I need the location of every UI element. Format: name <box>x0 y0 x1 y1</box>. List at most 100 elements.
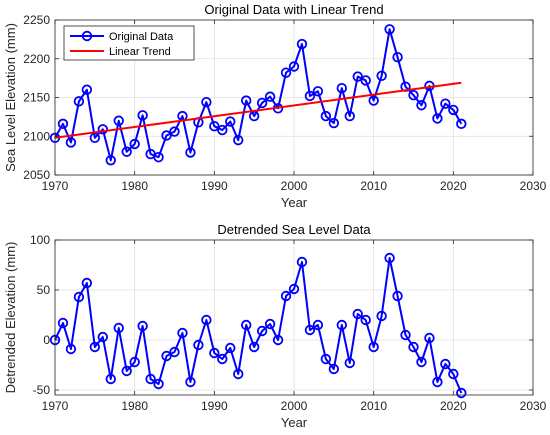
data-point <box>225 116 236 127</box>
legend-label: Original Data <box>109 31 174 43</box>
series-line-1 <box>54 81 462 139</box>
data-point <box>328 363 340 375</box>
x-tick-label: 2020 <box>440 399 467 413</box>
data-point <box>272 334 284 346</box>
series-line-0 <box>54 257 463 394</box>
data-point <box>456 387 467 399</box>
y-axis-label: Detrended Elevation (mm) <box>3 242 18 394</box>
data-point <box>368 341 379 353</box>
data-point <box>288 283 300 295</box>
data-point <box>296 256 308 268</box>
chart-title: Detrended Sea Level Data <box>217 222 371 237</box>
data-point <box>456 118 467 130</box>
data-point <box>376 70 387 82</box>
data-point <box>201 314 212 326</box>
data-point <box>416 100 427 111</box>
data-point <box>408 341 419 353</box>
data-point <box>256 325 268 337</box>
data-point <box>280 67 292 78</box>
x-tick-label: 1980 <box>121 399 148 413</box>
data-point <box>57 317 69 329</box>
legend-label: Linear Trend <box>109 46 171 58</box>
data-point <box>185 147 196 158</box>
data-point <box>384 24 395 35</box>
data-point <box>320 353 332 365</box>
data-point <box>161 130 172 141</box>
data-point <box>440 98 451 109</box>
data-point <box>97 331 109 343</box>
y-tick-label: 50 <box>37 283 51 297</box>
data-point <box>65 137 77 148</box>
y-tick-label: 100 <box>30 233 50 247</box>
x-tick-label: 2020 <box>440 179 467 193</box>
data-point <box>352 71 363 82</box>
data-point <box>360 314 371 326</box>
legend-swatch-marker <box>81 30 93 42</box>
data-point <box>360 75 371 86</box>
data-point <box>432 113 443 124</box>
data-point <box>384 252 395 264</box>
x-tick-label: 2030 <box>520 399 547 413</box>
data-point <box>368 95 379 106</box>
data-point <box>416 356 427 368</box>
y-axis-label: Sea Level Elevation (mm) <box>3 23 18 172</box>
data-point <box>264 318 276 330</box>
data-point <box>121 146 132 157</box>
data-point <box>392 52 403 63</box>
x-tick-label: 2000 <box>281 399 308 413</box>
y-tick-label: 2150 <box>23 91 50 105</box>
data-point <box>129 138 140 150</box>
data-point <box>240 95 252 106</box>
x-tick-label: 1990 <box>201 179 228 193</box>
data-point <box>97 124 109 135</box>
y-tick-label: 2050 <box>23 168 50 182</box>
data-point <box>153 151 164 163</box>
data-point <box>288 61 300 72</box>
data-point <box>113 115 124 126</box>
data-point <box>408 89 419 101</box>
data-point <box>161 350 172 362</box>
data-point <box>240 319 252 331</box>
data-point <box>169 346 180 358</box>
data-point <box>177 327 188 339</box>
data-point <box>113 322 124 334</box>
data-point <box>304 324 316 336</box>
data-point <box>73 96 85 107</box>
data-point <box>320 110 332 122</box>
data-point <box>392 290 403 302</box>
data-point <box>217 353 228 365</box>
data-point <box>376 310 387 322</box>
data-point <box>424 332 435 344</box>
data-point <box>336 319 348 331</box>
data-point <box>201 96 212 108</box>
x-axis-label: Year <box>281 415 308 430</box>
data-point <box>448 368 459 380</box>
x-tick-label: 2030 <box>520 179 547 193</box>
data-point <box>217 124 228 136</box>
data-point <box>304 90 316 102</box>
data-point <box>352 308 363 320</box>
y-tick-label: 2100 <box>23 129 50 143</box>
data-point <box>336 82 348 94</box>
data-point <box>169 126 180 137</box>
y-tick-label: 2200 <box>23 52 50 66</box>
data-point <box>129 356 140 368</box>
x-axis-label: Year <box>281 195 308 210</box>
data-point <box>105 373 116 385</box>
x-tick-label: 2010 <box>360 179 387 193</box>
data-point <box>193 339 204 351</box>
data-point <box>185 376 196 388</box>
data-point <box>209 347 220 359</box>
y-tick-label: 0 <box>43 333 50 347</box>
x-tick-label: 2000 <box>281 179 308 193</box>
data-point <box>344 357 355 369</box>
x-tick-label: 1980 <box>121 179 148 193</box>
data-point <box>280 290 292 302</box>
data-point <box>89 132 101 144</box>
data-point <box>137 320 148 332</box>
data-point <box>256 97 268 109</box>
data-point <box>89 341 101 353</box>
data-point <box>57 118 69 130</box>
data-point <box>233 134 244 146</box>
axes-original-data: 1970 1980 1990 2000 2010 2020 2030 2050 2100 2150… <box>3 2 547 210</box>
